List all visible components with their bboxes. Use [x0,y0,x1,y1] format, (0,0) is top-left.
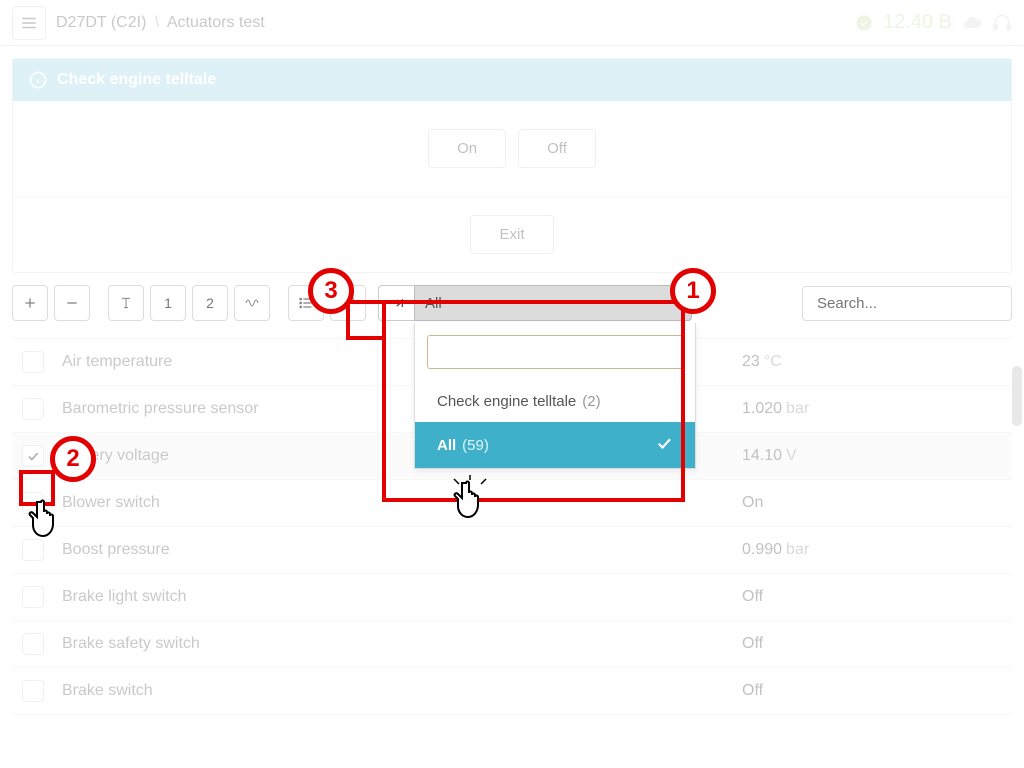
remove-button[interactable] [54,285,90,321]
list-icon [298,295,314,311]
param-value: Off [742,682,763,700]
check-icon [26,449,40,463]
text-icon [118,295,134,311]
actuator-panel-title: Check engine telltale [57,71,216,89]
actuator-panel: Check engine telltale On Off Exit [12,58,1012,273]
param-unit: bar [786,400,809,418]
support-icon[interactable] [992,13,1012,33]
add-button[interactable] [12,285,48,321]
param-checkbox[interactable] [22,351,44,373]
on-button[interactable]: On [428,129,506,168]
page-2-button[interactable]: 2 [192,285,228,321]
param-name: Brake switch [62,682,742,700]
filter-option-count: (2) [582,393,600,410]
param-value: 0.990 [742,541,782,559]
param-row[interactable]: Boost pressure0.990bar [12,527,1012,574]
exit-button[interactable]: Exit [470,215,553,254]
param-value: On [742,494,763,512]
filter-option-label: Check engine telltale [437,393,576,410]
param-value: 1.020 [742,400,782,418]
filter-option[interactable]: All (59) [415,422,695,468]
param-name: Boost pressure [62,541,742,559]
filter-search-input[interactable] [427,335,683,369]
param-name: Brake safety switch [62,635,742,653]
search-input[interactable] [802,286,1012,321]
param-row[interactable]: Blower switchOn [12,480,1012,527]
hamburger-icon [20,14,38,32]
status-ok-icon [855,14,873,32]
param-row[interactable]: Brake light switchOff [12,574,1012,621]
param-checkbox[interactable] [22,680,44,702]
scrollbar[interactable] [1012,366,1022,426]
param-row[interactable]: Brake switchOff [12,668,1012,715]
refresh-tool[interactable] [330,285,366,321]
wave-icon [244,295,260,311]
list-tool[interactable] [288,285,324,321]
breadcrumb-separator: \ [155,14,159,31]
param-value: 23 [742,353,760,371]
param-checkbox[interactable] [22,586,44,608]
wave-tool[interactable] [234,285,270,321]
param-checkbox[interactable] [22,398,44,420]
topbar: D27DT (C2I) \ Actuators test 12.40 В [0,0,1024,46]
breadcrumb: D27DT (C2I) \ Actuators test [56,14,265,32]
param-value: Off [742,588,763,606]
refresh-icon [340,295,356,311]
breadcrumb-primary[interactable]: D27DT (C2I) [56,14,146,31]
voltage-readout: 12.40 В [883,11,952,34]
minus-icon [64,295,80,311]
param-unit: bar [786,541,809,559]
cloud-icon[interactable] [962,13,982,33]
filter-group: All Check engine telltale (2) All (59) [378,285,692,321]
actuator-panel-footer: Exit [13,197,1011,272]
param-checkbox[interactable] [22,492,44,514]
param-unit: V [786,447,797,465]
info-icon [29,71,47,89]
filter-select[interactable]: All [414,285,692,321]
filter-option-label: All [437,437,456,454]
param-checkbox[interactable] [22,445,44,467]
text-tool[interactable] [108,285,144,321]
param-checkbox[interactable] [22,633,44,655]
page-1-button[interactable]: 1 [150,285,186,321]
topbar-right: 12.40 В [855,11,1012,34]
off-button[interactable]: Off [518,129,596,168]
param-value: 14.10 [742,447,782,465]
param-name: Blower switch [62,494,742,512]
param-value: Off [742,635,763,653]
actuator-panel-body: On Off [13,101,1011,197]
param-name: Brake light switch [62,588,742,606]
param-unit: °C [764,353,782,371]
filter-apply-button[interactable] [378,285,414,321]
actuator-panel-header: Check engine telltale [13,59,1011,101]
filter-option-count: (59) [462,437,489,454]
check-icon [655,434,673,456]
menu-button[interactable] [12,6,46,40]
chevron-down-icon [669,295,681,312]
list-toolbar: 1 2 All Check engin [12,285,1012,321]
filter-option[interactable]: Check engine telltale (2) [415,381,695,422]
param-row[interactable]: Brake safety switchOff [12,621,1012,668]
param-checkbox[interactable] [22,539,44,561]
arrow-right-bar-icon [389,295,405,311]
filter-selected-label: All [425,295,442,312]
filter-dropdown: Check engine telltale (2) All (59) [414,323,696,469]
plus-icon [22,295,38,311]
breadcrumb-secondary[interactable]: Actuators test [167,14,265,31]
